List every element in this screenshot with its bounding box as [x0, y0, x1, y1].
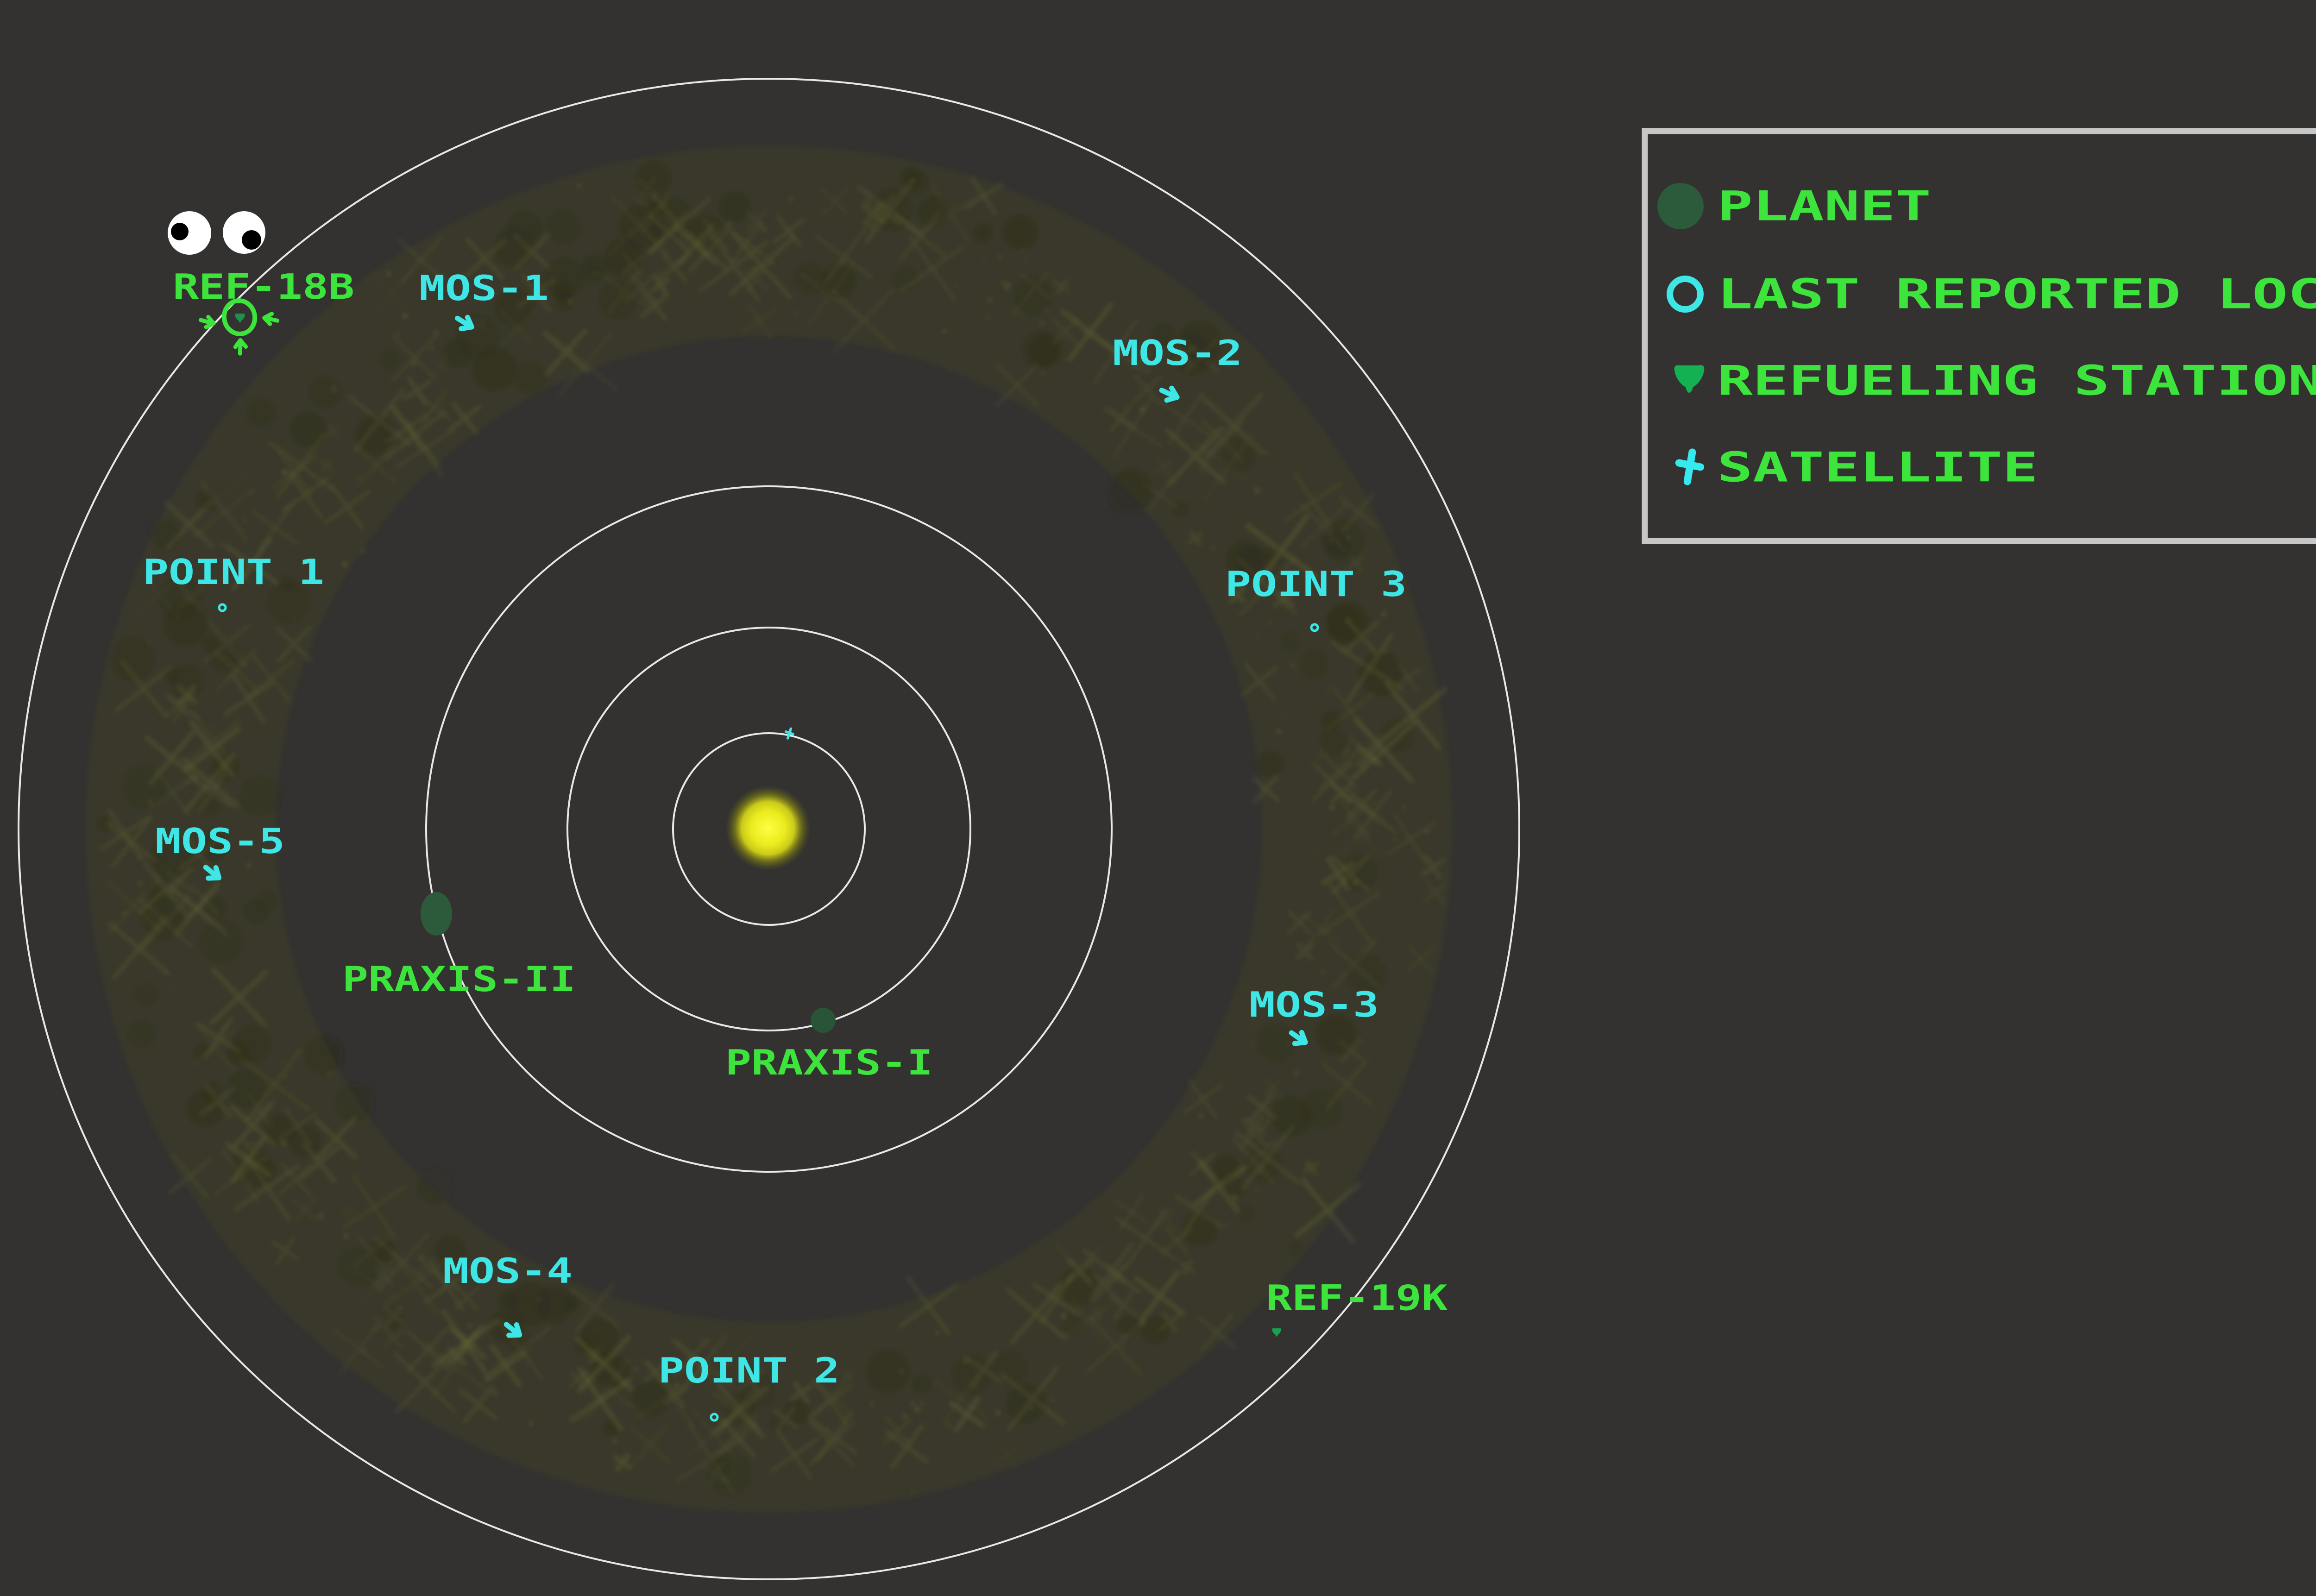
legend-label-planet: PLANET — [1717, 182, 1931, 230]
planet-praxis-2 — [421, 892, 452, 936]
orbit-3 — [425, 485, 1113, 1173]
googly-eyes — [168, 211, 265, 255]
point-label-2: POINT 2 — [658, 1350, 840, 1391]
satellite-label-mos-5: MOS-5 — [155, 821, 285, 861]
planet-label-praxis-2: PRAXIS-II — [342, 959, 576, 999]
last-reported-location-icon — [1667, 276, 1704, 313]
orbits — [18, 78, 1520, 1580]
location-ring-icon — [710, 1413, 719, 1422]
satellite-label-mos-2: MOS-2 — [1113, 333, 1242, 373]
station-label-ref-19k: REF-19K — [1266, 1277, 1448, 1318]
eye-right-icon — [223, 211, 265, 254]
legend: PLANET LAST REPORTED LOCATION REFUELING … — [1642, 128, 2316, 544]
highlight-circle-annotation — [221, 298, 258, 336]
point-label-3: POINT 3 — [1225, 564, 1407, 604]
planet-praxis-1 — [811, 1008, 836, 1033]
satellite-markers: MOS-1 MOS-2 MOS-3 MOS-4 MOS-5 — [155, 268, 1379, 1340]
eye-left-icon — [168, 211, 211, 255]
planet-icon — [1657, 183, 1704, 229]
refueling-stations: REF-18B REF-19K — [173, 266, 1448, 1337]
annotations — [168, 211, 278, 354]
satellite-label-mos-1: MOS-1 — [419, 268, 549, 308]
planet-label-praxis-1: PRAXIS-I — [725, 1042, 933, 1083]
legend-label-satellite: SATELLITE — [1717, 444, 2038, 491]
planets: PRAXIS-II PRAXIS-I — [342, 892, 933, 1083]
legend-label-refueling: REFUELING STATION — [1717, 357, 2316, 405]
pupil-right-icon — [242, 230, 261, 250]
legend-box — [1642, 128, 2316, 544]
asteroid-belt — [86, 146, 1452, 1512]
satellite-label-mos-4: MOS-4 — [443, 1250, 573, 1291]
satellite-label-mos-3: MOS-3 — [1249, 984, 1379, 1025]
station-label-ref-18b: REF-18B — [173, 266, 354, 307]
orbit-2 — [566, 627, 971, 1031]
location-ring-icon — [1310, 623, 1319, 632]
reported-points: POINT 1 POINT 2 POINT 3 — [143, 552, 1407, 1422]
location-ring-icon — [218, 603, 227, 612]
pupil-left-icon — [171, 223, 189, 240]
legend-label-last-reported: LAST REPORTED LOCATION — [1717, 270, 2316, 318]
sun — [725, 785, 811, 871]
point-label-1: POINT 1 — [143, 552, 324, 592]
orbit-4 — [18, 78, 1520, 1580]
orbit-1 — [672, 732, 866, 926]
